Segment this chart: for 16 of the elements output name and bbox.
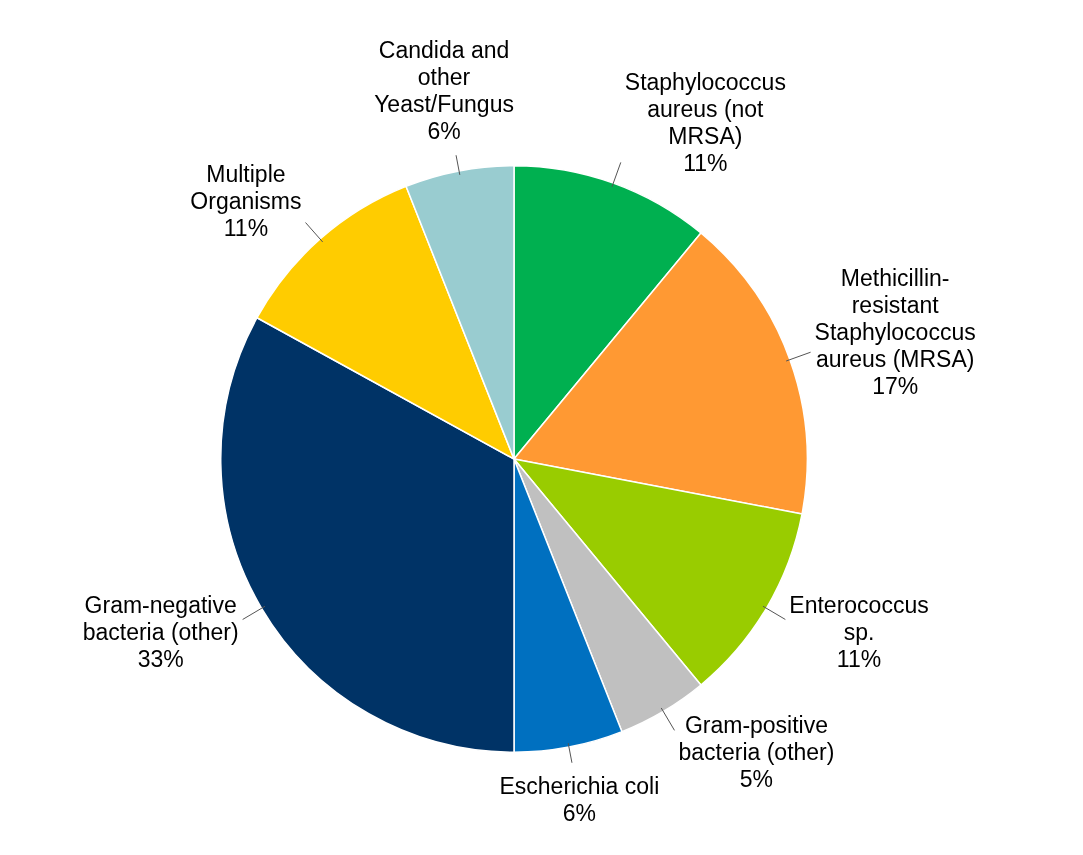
data-label: 11%: [683, 150, 728, 177]
data-label: 11%: [836, 645, 882, 672]
data-label: 6%: [427, 118, 461, 145]
slice-label: Escherichia coli: [499, 773, 660, 800]
data-label: 11%: [223, 214, 269, 241]
slice-label: Gram-positive bacteria (other): [678, 711, 835, 765]
slice-label: Candida and other Yeast/Fungus: [374, 37, 514, 118]
slice-label: Multiple Organisms: [190, 160, 302, 214]
data-label: 6%: [562, 800, 596, 827]
data-label: 17%: [872, 373, 919, 400]
slice-label: Staphylococcus aureus (not MRSA): [624, 69, 786, 150]
slice-label: Enterococcus sp.: [789, 591, 929, 645]
data-label: 33%: [137, 645, 184, 672]
slice-label: Gram-negative bacteria (other): [82, 591, 239, 645]
slice-label: Methicillin-resistant Staphylococcus aureus (MRSA): [814, 265, 976, 373]
data-label: 5%: [739, 765, 774, 792]
